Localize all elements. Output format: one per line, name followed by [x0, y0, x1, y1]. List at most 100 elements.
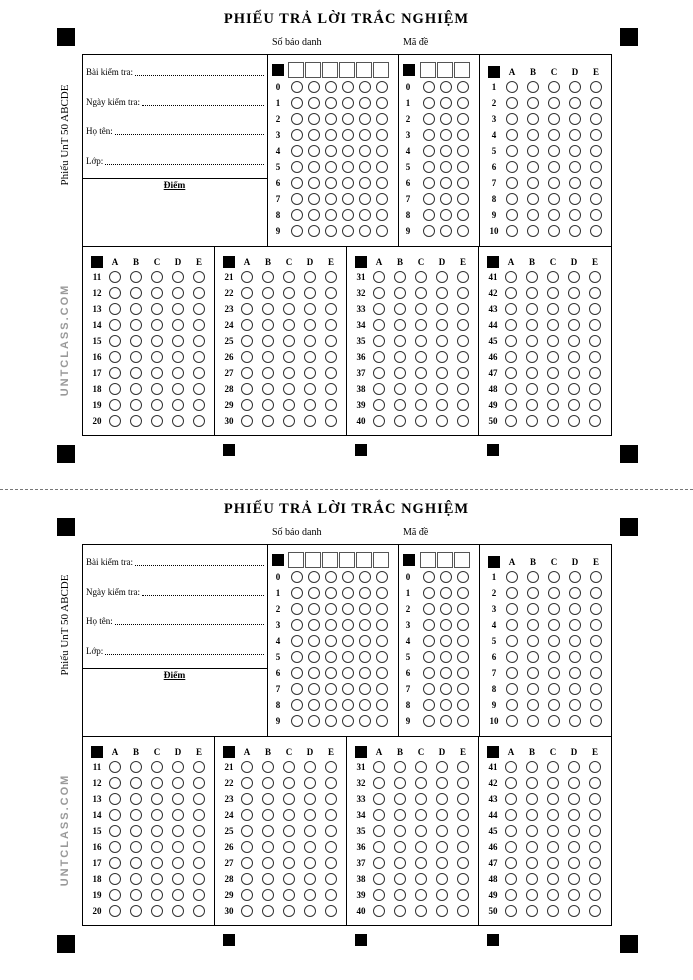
made-bubble[interactable]	[440, 651, 452, 663]
answer-bubble-28-b[interactable]	[262, 873, 274, 885]
made-bubble[interactable]	[440, 113, 452, 125]
answer-bubble-41-c[interactable]	[547, 761, 559, 773]
answer-bubble-34-b[interactable]	[394, 319, 406, 331]
answer-bubble-10-a[interactable]	[506, 715, 518, 727]
made-bubble[interactable]	[440, 129, 452, 141]
answer-bubble-3-a[interactable]	[506, 603, 518, 615]
answer-bubble-50-c[interactable]	[547, 905, 559, 917]
answer-bubble-18-d[interactable]	[172, 383, 184, 395]
answer-bubble-46-a[interactable]	[505, 841, 517, 853]
answer-bubble-43-e[interactable]	[589, 793, 601, 805]
sbd-bubble[interactable]	[342, 177, 354, 189]
answer-bubble-25-b[interactable]	[262, 825, 274, 837]
answer-bubble-9-e[interactable]	[590, 699, 602, 711]
sbd-bubble[interactable]	[325, 619, 337, 631]
sbd-bubble[interactable]	[291, 145, 303, 157]
answer-bubble-5-a[interactable]	[506, 635, 518, 647]
made-bubble[interactable]	[457, 587, 469, 599]
made-bubble[interactable]	[423, 225, 435, 237]
sbd-bubble[interactable]	[325, 667, 337, 679]
answer-bubble-18-b[interactable]	[130, 873, 142, 885]
answer-bubble-25-b[interactable]	[262, 335, 274, 347]
sbd-bubble[interactable]	[325, 113, 337, 125]
answer-bubble-45-d[interactable]	[568, 825, 580, 837]
made-bubble[interactable]	[423, 587, 435, 599]
made-bubble[interactable]	[457, 81, 469, 93]
sbd-bubble[interactable]	[359, 699, 371, 711]
answer-bubble-14-c[interactable]	[151, 809, 163, 821]
answer-bubble-33-a[interactable]	[373, 303, 385, 315]
answer-bubble-41-c[interactable]	[547, 271, 559, 283]
answer-bubble-23-d[interactable]	[304, 303, 316, 315]
sbd-bubble[interactable]	[291, 161, 303, 173]
answer-bubble-3-c[interactable]	[548, 113, 560, 125]
answer-bubble-21-c[interactable]	[283, 271, 295, 283]
answer-bubble-39-e[interactable]	[457, 399, 469, 411]
answer-bubble-1-d[interactable]	[569, 571, 581, 583]
sbd-bubble[interactable]	[291, 603, 303, 615]
answer-bubble-48-a[interactable]	[505, 383, 517, 395]
made-bubble[interactable]	[457, 619, 469, 631]
answer-bubble-27-e[interactable]	[325, 857, 337, 869]
answer-bubble-36-b[interactable]	[394, 351, 406, 363]
answer-bubble-8-a[interactable]	[506, 193, 518, 205]
sbd-bubble[interactable]	[376, 129, 388, 141]
answer-bubble-12-b[interactable]	[130, 777, 142, 789]
answer-bubble-40-c[interactable]	[415, 905, 427, 917]
answer-bubble-11-e[interactable]	[193, 271, 205, 283]
answer-bubble-41-d[interactable]	[568, 761, 580, 773]
answer-bubble-28-c[interactable]	[283, 873, 295, 885]
answer-bubble-48-d[interactable]	[568, 873, 580, 885]
answer-bubble-27-b[interactable]	[262, 367, 274, 379]
field-input-line[interactable]	[141, 97, 264, 106]
answer-bubble-15-a[interactable]	[109, 335, 121, 347]
sbd-bubble[interactable]	[376, 683, 388, 695]
sbd-write-cell[interactable]	[322, 62, 338, 78]
answer-bubble-42-e[interactable]	[589, 287, 601, 299]
answer-bubble-5-d[interactable]	[569, 635, 581, 647]
answer-bubble-9-a[interactable]	[506, 699, 518, 711]
sbd-bubble[interactable]	[325, 225, 337, 237]
answer-bubble-22-c[interactable]	[283, 287, 295, 299]
info-field[interactable]: Bài kiểm tra:	[86, 67, 264, 77]
sbd-bubble[interactable]	[376, 699, 388, 711]
answer-bubble-35-a[interactable]	[373, 825, 385, 837]
answer-bubble-4-b[interactable]	[527, 129, 539, 141]
answer-bubble-17-c[interactable]	[151, 367, 163, 379]
made-bubble[interactable]	[457, 667, 469, 679]
sbd-bubble[interactable]	[325, 651, 337, 663]
answer-bubble-4-a[interactable]	[506, 129, 518, 141]
sbd-bubble[interactable]	[342, 603, 354, 615]
sbd-bubble[interactable]	[376, 145, 388, 157]
answer-bubble-30-d[interactable]	[304, 415, 316, 427]
made-write-cell[interactable]	[420, 62, 436, 78]
answer-bubble-4-d[interactable]	[569, 129, 581, 141]
answer-bubble-33-e[interactable]	[457, 303, 469, 315]
answer-bubble-48-e[interactable]	[589, 383, 601, 395]
answer-bubble-5-d[interactable]	[569, 145, 581, 157]
answer-bubble-45-e[interactable]	[589, 825, 601, 837]
answer-bubble-10-a[interactable]	[506, 225, 518, 237]
answer-bubble-33-a[interactable]	[373, 793, 385, 805]
made-bubble[interactable]	[440, 619, 452, 631]
answer-bubble-32-b[interactable]	[394, 777, 406, 789]
answer-bubble-47-d[interactable]	[568, 857, 580, 869]
sbd-bubble[interactable]	[359, 571, 371, 583]
answer-bubble-34-e[interactable]	[457, 319, 469, 331]
answer-bubble-1-b[interactable]	[527, 81, 539, 93]
answer-bubble-49-b[interactable]	[526, 889, 538, 901]
answer-bubble-50-e[interactable]	[589, 905, 601, 917]
made-bubble[interactable]	[423, 97, 435, 109]
answer-bubble-38-c[interactable]	[415, 383, 427, 395]
answer-bubble-25-d[interactable]	[304, 335, 316, 347]
answer-bubble-38-e[interactable]	[457, 873, 469, 885]
answer-bubble-7-b[interactable]	[527, 177, 539, 189]
answer-bubble-50-a[interactable]	[505, 905, 517, 917]
made-bubble[interactable]	[423, 571, 435, 583]
sbd-bubble[interactable]	[308, 145, 320, 157]
answer-bubble-34-a[interactable]	[373, 319, 385, 331]
answer-bubble-50-b[interactable]	[526, 415, 538, 427]
answer-bubble-37-a[interactable]	[373, 857, 385, 869]
sbd-bubble[interactable]	[359, 177, 371, 189]
answer-bubble-6-a[interactable]	[506, 651, 518, 663]
